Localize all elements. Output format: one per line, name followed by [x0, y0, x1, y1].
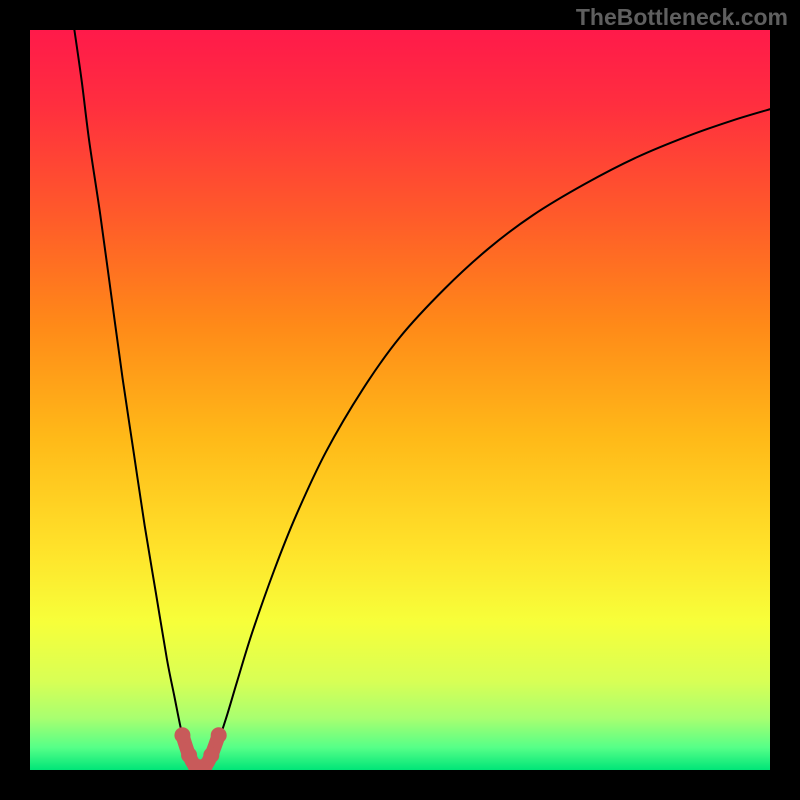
- plot-area: [30, 30, 770, 770]
- marker-point: [203, 747, 219, 763]
- marker-point: [211, 727, 227, 743]
- marker-point: [174, 727, 190, 743]
- plot-svg: [30, 30, 770, 770]
- source-watermark: TheBottleneck.com: [576, 4, 788, 31]
- chart-container: TheBottleneck.com: [0, 0, 800, 800]
- gradient-background: [30, 30, 770, 770]
